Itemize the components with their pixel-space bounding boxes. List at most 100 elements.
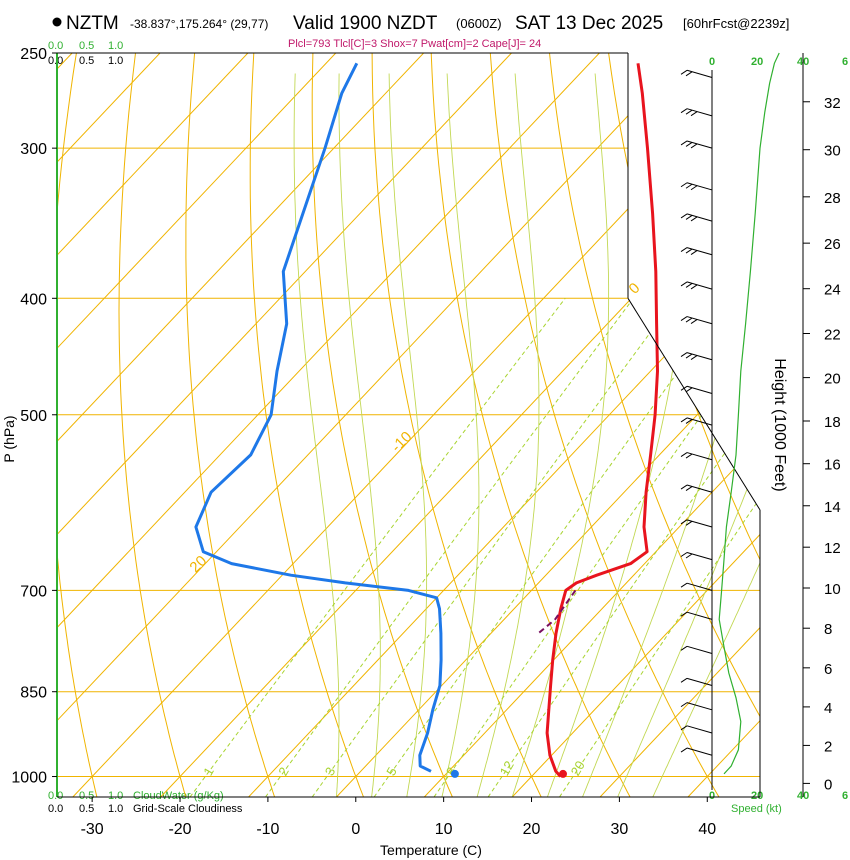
wind-barb-flag-10-0 [680, 417, 688, 423]
wind-barb-0 [680, 69, 713, 78]
wind-barb-staff-12 [686, 484, 713, 493]
mixing-ratio-line-8 [433, 298, 760, 797]
wind-barb-6 [680, 281, 713, 290]
wind-barb-18 [680, 677, 713, 687]
dry-adiabat-50 [549, 53, 760, 797]
isotherm-10 [423, 53, 760, 797]
pressure-tick-label-850: 850 [20, 685, 47, 702]
temperature-tick-label-20: 20 [523, 821, 541, 838]
wind-barb-staff-7 [686, 316, 713, 325]
isotherm--80 [57, 53, 337, 797]
height-tick-label-24: 24 [824, 282, 841, 299]
wind-barb-flag-3-2 [690, 185, 698, 191]
wind-barb-flag-11-1 [685, 453, 693, 459]
height-tick-label-10: 10 [824, 581, 841, 598]
wind-barb-flag-3-0 [680, 182, 688, 188]
height-tick-label-4: 4 [824, 700, 832, 717]
sounding-parameters: Plcl=793 Tlcl[C]=3 Shox=7 Pwat[cm]=2 Cap… [288, 38, 541, 50]
height-tick-label-18: 18 [824, 414, 841, 431]
wind-barb-staff-1 [686, 108, 713, 117]
pressure-tick-label-1000: 1000 [11, 770, 47, 787]
isotherm--90 [57, 53, 249, 797]
wind-barb-14 [680, 551, 713, 561]
wind-barb-staff-0 [686, 69, 713, 78]
temperature-tick-label--10: -10 [256, 821, 279, 838]
temperature-tick-label--30: -30 [81, 821, 104, 838]
isotherm-0 [336, 53, 760, 797]
speed-axis-label: Speed (kt) [731, 803, 782, 815]
moist-adiabat-16 [476, 73, 540, 797]
wind-barb-2 [680, 140, 713, 149]
moist-adiabat-8 [388, 73, 428, 797]
wind-barb-staff-20 [686, 725, 713, 734]
moist-adiabat-32 [617, 73, 760, 797]
wind-barb-15 [680, 582, 713, 591]
wind-barb-flag-9-1 [685, 387, 693, 393]
height-tick-label-12: 12 [824, 540, 841, 557]
wind-barb-flag-4-1 [685, 214, 693, 220]
mixing-ratio-label-12: 12 [497, 758, 517, 778]
height-tick-label-8: 8 [824, 621, 832, 638]
wind-barb-flag-17-0 [680, 645, 688, 651]
height-tick-label-20: 20 [824, 371, 841, 388]
wind-barb-flag-4-0 [680, 213, 688, 219]
cloud-axis-bottom: 0.0 0.5 1.0 CloudWater (g/Kg) 0.0 0.5 1.… [48, 790, 243, 815]
wind-barb-flag-7-0 [680, 316, 688, 321]
speed-tick-bottom-1: 20 [751, 790, 763, 802]
x-axis-title: Temperature (C) [380, 842, 482, 858]
isotherm--30 [72, 53, 760, 797]
wind-barb-staff-18 [686, 677, 713, 687]
wind-barb-flag-6-2 [690, 284, 698, 290]
isotherm--50 [57, 53, 600, 797]
wind-barb-flag-8-2 [690, 355, 698, 361]
wind-barb-flag-21-0 [680, 747, 688, 753]
dry-adiabat-100 [845, 53, 850, 797]
height-tick-label-2: 2 [824, 738, 832, 755]
wind-barb-flag-9-0 [680, 385, 688, 391]
wind-barb-flag-12-1 [685, 486, 693, 491]
cloud-tick-top-1: 0.5 [79, 40, 94, 52]
mixing-ratio-line-2 [265, 298, 634, 797]
wind-barb-5 [680, 247, 713, 256]
temperature-tick-label-10: 10 [435, 821, 453, 838]
dry-adiabat-0 [249, 53, 364, 797]
wind-barb-flag-1-1 [685, 109, 693, 115]
station-name: NZTM [66, 13, 119, 34]
pressure-tick-label-700: 700 [20, 583, 47, 600]
cloudiness-tick-top-0: 0.0 [48, 55, 63, 67]
wind-barb-flag-7-2 [690, 319, 698, 324]
speed-tick-bottom-extra: 6 [842, 790, 848, 802]
wind-barb-21 [680, 747, 713, 756]
wind-barb-staff-11 [686, 452, 713, 461]
wind-barb-staff-19 [686, 702, 713, 711]
wind-barb-flag-7-1 [685, 317, 693, 323]
station-location: -38.837°,175.264° (29,77) [130, 17, 268, 31]
diagonal-frame-line [627, 298, 761, 511]
moist-adiabat-24 [546, 73, 691, 797]
dry-adiabat--30 [57, 53, 98, 797]
cloud-tick-top-2: 1.0 [108, 40, 123, 52]
dry-adiabat-60 [608, 53, 760, 797]
speed-tick-top-0: 0 [709, 56, 715, 68]
cloud-tick-bottom-1: 0.5 [79, 790, 94, 802]
pressure-tick-label-300: 300 [20, 141, 47, 158]
cloud-axis-top: 0.0 0.5 1.0 0.0 0.5 1.0 [48, 40, 123, 67]
cloud-tick-bottom-0: 0.0 [48, 790, 63, 802]
wind-barb-flag-20-0 [680, 725, 688, 731]
height-tick-label-0: 0 [824, 776, 832, 793]
moist-adiabat-28 [582, 73, 760, 797]
cloudiness-tick-bottom-1: 0.5 [79, 803, 94, 815]
wind-barb-12 [680, 484, 713, 493]
wind-barb-flag-12-0 [680, 484, 688, 490]
isotherm--70 [57, 53, 425, 797]
wind-barb-flag-5-1 [685, 248, 693, 254]
moist-adiabat-12 [441, 73, 480, 797]
wind-barb-10 [680, 417, 713, 426]
wind-barb-13 [680, 519, 713, 528]
wind-barb-9 [680, 385, 713, 394]
wind-barb-16 [680, 611, 713, 620]
cloudiness-tick-top-1: 0.5 [79, 55, 94, 67]
wind-barb-flag-10-1 [685, 418, 693, 424]
